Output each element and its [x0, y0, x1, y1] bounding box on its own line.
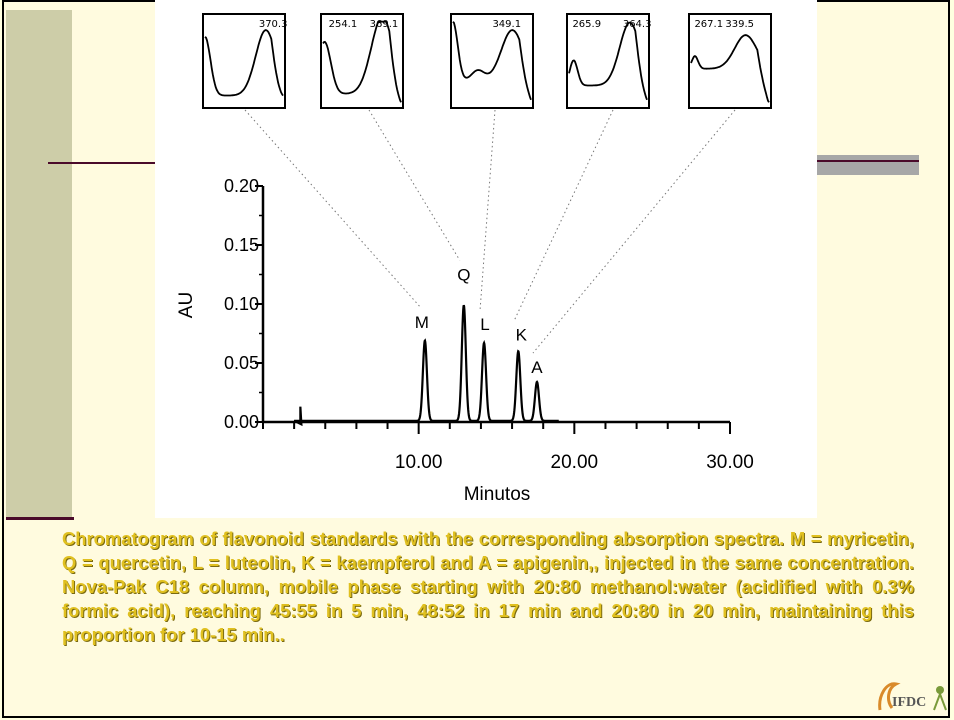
connector-line — [368, 109, 461, 261]
connector-line — [532, 109, 736, 354]
spectrum-curve — [568, 21, 648, 101]
connector-line — [244, 109, 422, 309]
peak-label-K: K — [516, 325, 528, 344]
y-tick-label: 0.00 — [224, 412, 259, 432]
connector-line — [479, 109, 496, 311]
spectrum-curve — [322, 20, 402, 103]
x-tick-label: 30.00 — [706, 452, 754, 473]
y-tick-label: 0.05 — [224, 353, 259, 373]
spectrum-panel-5: 267.1 339.5 — [688, 13, 772, 109]
spectrum-panel-2: 254.1 369.1 — [320, 13, 404, 109]
peak-label-Q: Q — [457, 265, 470, 284]
spectrum-curve — [690, 34, 770, 103]
chromatogram-svg: 370.3 254.1 369.1 349.1 265.9 364.3 267.1 339.5… — [176, 13, 772, 505]
spectrum-frame — [688, 13, 772, 109]
logo-figure-icon — [936, 686, 944, 694]
peak-label-M: M — [415, 313, 429, 332]
spectrum-panel-1: 370.3 — [202, 13, 288, 109]
decor-rule-right — [816, 155, 919, 175]
ifdc-logo: IFDC — [878, 682, 947, 711]
chart-axes: 0.20 0.15 0.10 0.05 0.00 10.00 20.00 30.00 — [224, 176, 754, 473]
peak-label-L: L — [480, 315, 489, 334]
spectrum-peak-label: 254.1 — [329, 19, 358, 30]
spectrum-peak-label: 267.1 — [694, 19, 723, 30]
spectrum-frame — [202, 13, 286, 109]
y-tick-label: 0.20 — [224, 176, 259, 196]
figure-caption: Chromatogram of flavonoid standards with… — [62, 528, 914, 645]
connector-line — [513, 109, 614, 321]
spectrum-peak-label: 370.3 — [259, 19, 288, 30]
spectra-panels: 370.3 254.1 369.1 349.1 265.9 364.3 267.1 339.5 — [202, 13, 772, 109]
decor-rule-bottom — [6, 517, 74, 520]
left-decor-band — [6, 10, 72, 520]
logo-swoosh-icon — [878, 682, 901, 711]
x-tick-label: 20.00 — [551, 452, 599, 473]
spectrum-panel-4: 265.9 364.3 — [566, 13, 652, 109]
y-axis-label: AU — [176, 292, 197, 318]
spectrum-curve — [204, 29, 284, 97]
y-tick-label: 0.10 — [224, 294, 259, 314]
spectrum-peak-label: 369.1 — [370, 19, 399, 30]
spectrum-frame — [450, 13, 534, 109]
spectrum-peak-label: 339.5 — [725, 19, 754, 30]
x-axis-label: Minutos — [464, 484, 531, 505]
y-tick-label: 0.15 — [224, 235, 259, 255]
peak-labels: M Q L KA — [415, 265, 543, 377]
spectrum-panel-3: 349.1 — [450, 13, 534, 109]
chromatogram-figure: 370.3 254.1 369.1 349.1 265.9 364.3 267.1 339.5… — [155, 0, 817, 518]
decor-rule-left — [48, 162, 158, 164]
logo-text: IFDC — [892, 695, 926, 710]
spectrum-peak-label: 364.3 — [623, 19, 652, 30]
spectrum-curve — [452, 21, 532, 101]
peak-label-A: A — [531, 358, 543, 377]
connector-lines — [244, 109, 736, 354]
spectrum-peak-label: 349.1 — [492, 19, 521, 30]
x-tick-label: 10.00 — [395, 452, 443, 473]
spectrum-peak-label: 265.9 — [572, 19, 601, 30]
chromatogram-trace — [293, 304, 559, 427]
